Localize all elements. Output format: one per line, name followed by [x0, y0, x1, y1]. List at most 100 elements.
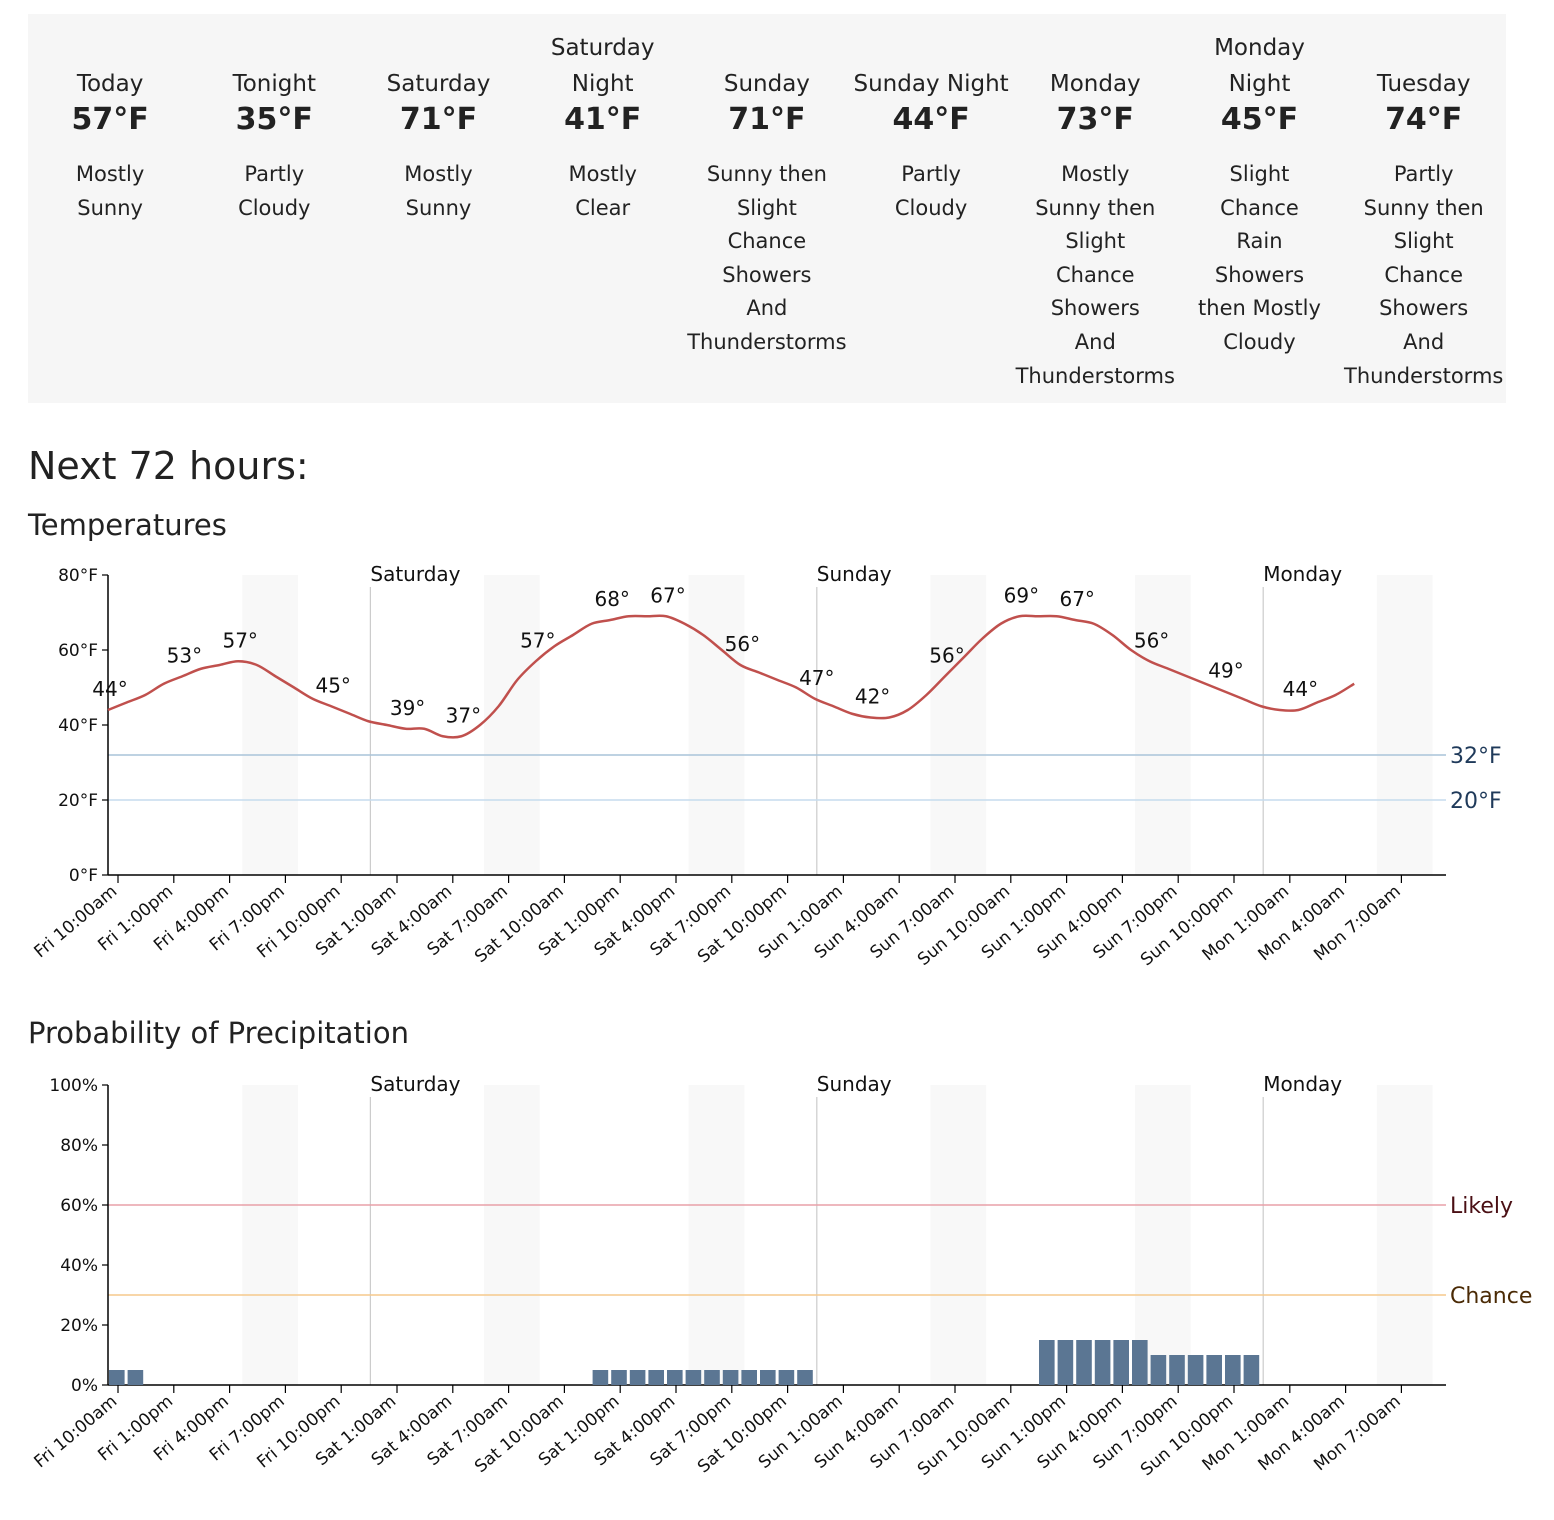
period-description-line: Mostly [1061, 162, 1130, 186]
period-name: Saturday [356, 14, 520, 102]
day-label: Saturday [370, 1072, 460, 1096]
temperature-data-label: 44° [92, 677, 127, 701]
period-name: Saturday Night [521, 14, 685, 102]
period-description-line: And [1403, 329, 1445, 354]
precipitation-bar [1187, 1355, 1204, 1385]
period-description-line: Mostly [75, 162, 145, 186]
day-label: Sunday [817, 1072, 892, 1096]
period-description-line: Cloudy [894, 195, 968, 220]
period-description-line: Mostly [568, 162, 637, 186]
period-name-text: Sunday Night [849, 66, 1013, 102]
precipitation-bar [629, 1370, 646, 1385]
period-description-line: Showers [1050, 296, 1140, 321]
temperature-data-label: 68° [594, 587, 629, 611]
period-description-line: Slight [1229, 162, 1290, 186]
night-band [930, 1085, 987, 1385]
period-description-line: Chance [1055, 262, 1135, 287]
period-description-line: Sunny then [1363, 195, 1484, 220]
y-tick-label: 80% [60, 1136, 98, 1156]
period-name-line: Monday [1049, 71, 1141, 97]
precipitation-bar [611, 1370, 627, 1385]
period-name-line: Night [571, 71, 634, 97]
period-description-line: And [1074, 329, 1116, 354]
precipitation-bar [1206, 1355, 1222, 1385]
precipitation-bar [1094, 1340, 1111, 1385]
period-temperature: 73°F [1056, 102, 1134, 137]
period-description: Partly Sunny then Slight Chance Showers And Th… [1342, 158, 1506, 393]
period-name-text: Monday Night [1177, 30, 1341, 102]
period-description-line: Thunderstorms [1344, 363, 1504, 388]
forecast-period: Saturday Night 41°F Mostly Clear [521, 14, 685, 403]
period-name-line: Sunday [723, 71, 810, 97]
y-tick-label: 100% [49, 1076, 98, 1096]
precipitation-bar [1039, 1340, 1055, 1385]
period-name-line: Tonight [232, 71, 316, 97]
period-description-line: Cloudy [1223, 329, 1296, 354]
period-temperature: 44°F [892, 102, 970, 137]
precipitation-bar [685, 1370, 702, 1385]
day-label: Monday [1263, 562, 1342, 586]
period-temperature: 45°F [1220, 102, 1299, 137]
period-name-line: Night [1228, 71, 1291, 97]
period-description-line: Sunny then [1035, 195, 1156, 220]
period-description-line: Chance [727, 229, 807, 254]
night-band [1376, 1085, 1433, 1385]
period-description-line: then Mostly [1198, 296, 1321, 321]
forecast-period: Today 57°F Mostly Sunny [28, 14, 192, 403]
period-name-line: Tuesday [1376, 71, 1471, 97]
precipitation-bar [797, 1370, 813, 1385]
period-description-line: Sunny then [706, 162, 827, 186]
period-temperature: 57°F [71, 102, 149, 137]
period-description-line: Rain [1236, 229, 1283, 254]
period-name: Tonight [192, 14, 356, 102]
temperature-data-label: 56° [1134, 628, 1169, 652]
temperature-chart: Saturday Sunday Monday 32°F 20°F 0°F 20°F 40°F 6… [30, 562, 1502, 970]
period-description: Mostly Sunny [28, 158, 192, 225]
night-band [484, 1085, 540, 1385]
period-description-line: Cloudy [238, 195, 311, 220]
reference-line-label: Chance [1450, 1284, 1532, 1309]
y-tick-label: 40°F [58, 716, 98, 736]
precipitation-bar [1225, 1355, 1241, 1385]
period-description-line: Thunderstorms [1015, 363, 1175, 388]
precipitation-bar [1076, 1340, 1092, 1385]
y-tick-label: 0°F [69, 866, 98, 886]
period-description: Slight Chance Rain Showers then Mostly Cloudy [1177, 158, 1341, 360]
temperature-data-label: 67° [650, 583, 685, 607]
night-band [1135, 1085, 1191, 1385]
temperature-data-label: 69° [1004, 583, 1039, 607]
day-label: Saturday [370, 562, 460, 586]
period-name-text: Tuesday [1342, 66, 1506, 102]
period-description-line: Chance [1384, 262, 1463, 287]
precipitation-bar [109, 1370, 125, 1385]
period-description: Mostly Sunny then Slight Chance Showers And Th… [1013, 158, 1177, 393]
period-name: Sunday Night [849, 14, 1013, 102]
reference-line-label: 32°F [1450, 744, 1502, 769]
y-tick-label: 60% [60, 1196, 98, 1216]
temperature-data-label: 67° [1059, 587, 1094, 611]
period-description: Mostly Clear [521, 158, 685, 225]
period-description-line: Showers [1214, 262, 1305, 287]
period-description: Sunny then Slight Chance Showers And Thunders… [685, 158, 849, 360]
precipitation-bar [667, 1370, 683, 1385]
precipitation-bar [741, 1370, 757, 1385]
period-name-text: Monday [1013, 66, 1177, 102]
precipitation-bar [1169, 1355, 1185, 1385]
forecast-period: Tonight 35°F Partly Cloudy [192, 14, 356, 403]
period-description-line: Thunderstorms [687, 329, 847, 354]
period-name: Sunday [685, 14, 849, 102]
precipitation-bar [592, 1370, 609, 1385]
precipitation-bar [648, 1370, 664, 1385]
temperature-data-label: 53° [167, 643, 202, 667]
day-label: Monday [1263, 1072, 1342, 1096]
period-description-line: Showers [722, 262, 812, 287]
y-tick-label: 20% [60, 1316, 98, 1336]
period-description-line: Sunny [405, 195, 472, 220]
period-name-line: Saturday [550, 35, 655, 61]
period-description-line: Chance [1220, 195, 1299, 220]
reference-line-label: Likely [1450, 1194, 1513, 1219]
period-description: Partly Cloudy [849, 158, 1013, 225]
period-temperature: 35°F [235, 102, 313, 137]
y-tick-label: 20°F [58, 791, 98, 811]
period-description-line: Slight [1393, 229, 1454, 254]
